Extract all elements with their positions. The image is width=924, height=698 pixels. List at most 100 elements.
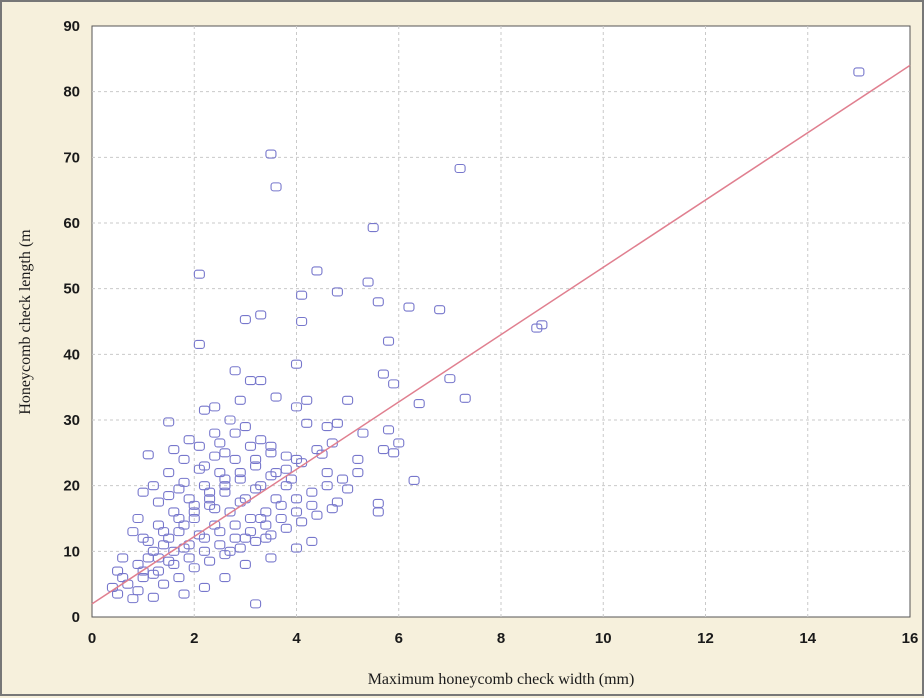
- data-point: [372, 507, 384, 517]
- data-point: [193, 530, 205, 540]
- data-point: [132, 513, 144, 524]
- data-point: [321, 422, 333, 432]
- data-point: [183, 435, 195, 445]
- data-point: [219, 481, 231, 491]
- data-point: [301, 395, 313, 405]
- data-point: [239, 422, 251, 432]
- y-tick-label: 20: [63, 478, 80, 495]
- data-point: [163, 467, 175, 478]
- y-tick-label: 90: [63, 18, 80, 35]
- data-point: [204, 487, 216, 497]
- data-point: [352, 454, 364, 464]
- data-point: [255, 310, 267, 320]
- x-tick-label: 16: [902, 630, 919, 647]
- data-point: [260, 520, 272, 530]
- data-point: [250, 454, 262, 464]
- data-point: [275, 513, 287, 524]
- y-tick-label: 40: [63, 346, 80, 363]
- y-tick-label: 60: [63, 215, 80, 232]
- data-point: [275, 500, 287, 510]
- data-point: [853, 67, 865, 77]
- y-axis-label: Honeycomb check length (m: [17, 229, 34, 415]
- data-point: [239, 314, 251, 325]
- x-tick-label: 12: [697, 630, 714, 647]
- data-point: [198, 461, 211, 471]
- data-point: [331, 287, 343, 297]
- data-point: [403, 302, 415, 312]
- x-tick-label: 2: [190, 630, 198, 647]
- data-point: [147, 569, 159, 579]
- y-tick-label: 10: [63, 543, 80, 560]
- data-point: [408, 475, 420, 485]
- data-point: [152, 497, 165, 507]
- data-point: [214, 438, 226, 448]
- data-point: [306, 500, 318, 510]
- regression-line: [91, 64, 911, 605]
- data-point: [244, 441, 257, 451]
- data-point: [127, 594, 139, 604]
- data-point: [290, 507, 303, 517]
- x-tick-label: 4: [292, 630, 301, 647]
- data-point: [224, 546, 236, 556]
- data-point: [265, 149, 277, 159]
- data-point: [204, 556, 216, 566]
- data-point: [342, 484, 354, 494]
- data-point: [270, 467, 282, 478]
- data-point: [229, 366, 241, 376]
- data-point: [382, 336, 395, 346]
- x-tick-label: 10: [595, 630, 612, 647]
- data-point: [142, 536, 154, 547]
- data-point: [311, 444, 323, 455]
- data-point: [280, 481, 292, 491]
- data-point: [260, 507, 272, 517]
- data-point: [173, 527, 185, 537]
- data-point: [255, 435, 267, 445]
- data-point: [147, 592, 159, 602]
- data-point: [229, 520, 241, 530]
- data-point: [239, 559, 251, 570]
- data-point: [198, 582, 211, 593]
- data-point: [321, 481, 333, 491]
- data-point: [280, 523, 292, 533]
- data-point: [393, 438, 405, 448]
- data-point: [434, 305, 446, 315]
- data-point: [209, 504, 221, 514]
- data-point: [178, 589, 190, 599]
- data-point: [137, 573, 149, 583]
- y-tick-label: 0: [72, 609, 80, 626]
- data-point: [311, 266, 323, 276]
- data-point: [219, 573, 231, 583]
- data-point: [188, 500, 200, 510]
- data-point: [173, 573, 185, 583]
- data-point: [214, 540, 226, 550]
- x-tick-label: 14: [799, 630, 816, 647]
- data-point: [137, 566, 149, 576]
- x-tick-label: 6: [395, 630, 403, 647]
- data-point: [163, 417, 175, 427]
- data-point: [244, 513, 257, 524]
- data-point: [290, 543, 303, 553]
- data-point: [336, 474, 349, 484]
- data-point: [178, 454, 190, 464]
- data-point: [193, 441, 205, 451]
- data-point: [188, 513, 200, 524]
- data-point: [265, 530, 277, 540]
- data-point: [357, 428, 369, 438]
- data-point: [444, 374, 456, 384]
- grid-lines: [92, 26, 910, 617]
- data-point: [234, 543, 246, 553]
- data-point: [372, 297, 384, 307]
- data-point: [209, 520, 221, 530]
- data-point: [331, 418, 343, 428]
- y-tick-label: 30: [63, 412, 80, 429]
- data-point: [209, 428, 221, 438]
- data-point: [265, 441, 277, 451]
- data-point: [531, 323, 543, 333]
- data-point: [234, 395, 246, 405]
- data-point: [296, 290, 308, 300]
- data-point: [388, 448, 400, 458]
- data-point: [198, 405, 211, 415]
- data-point: [204, 494, 216, 504]
- data-point: [219, 474, 231, 484]
